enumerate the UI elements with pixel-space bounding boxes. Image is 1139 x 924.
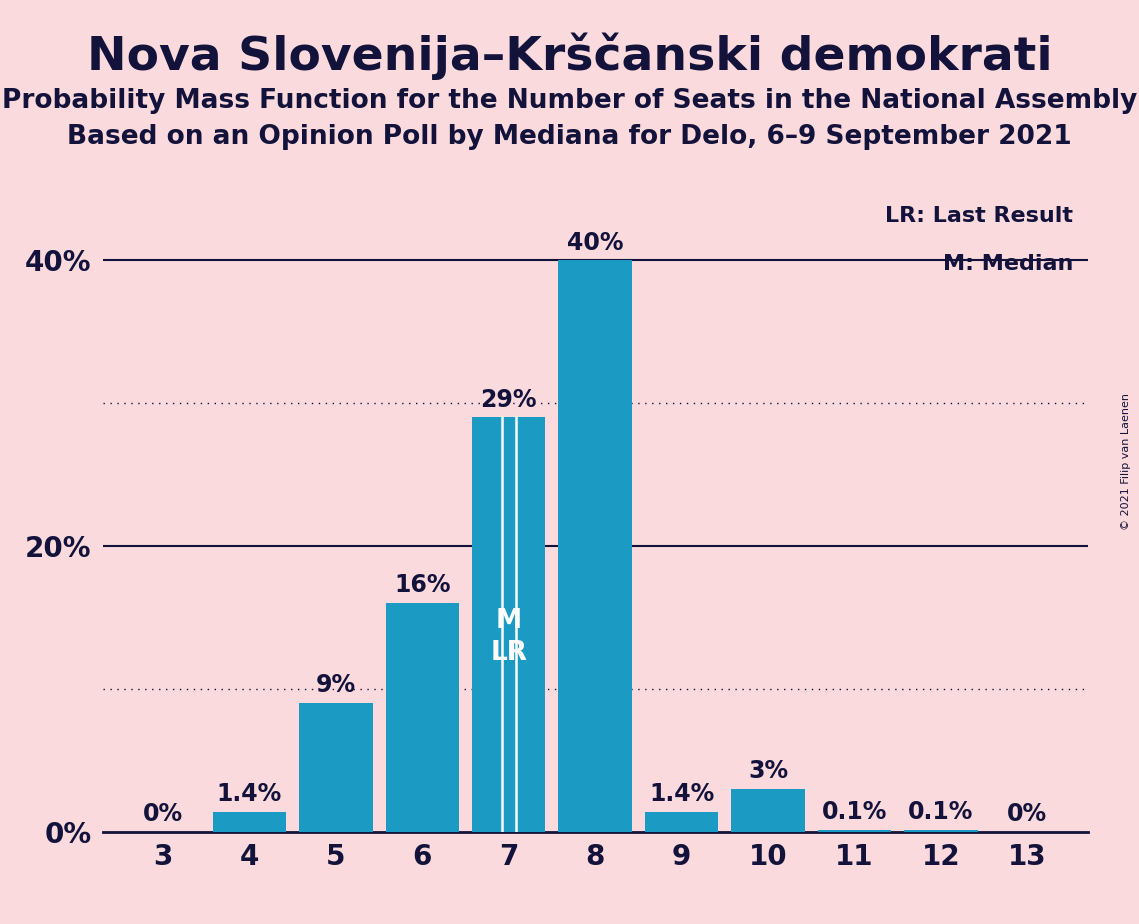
Text: 3%: 3% (748, 759, 788, 783)
Text: 40%: 40% (567, 231, 623, 255)
Text: Based on an Opinion Poll by Mediana for Delo, 6–9 September 2021: Based on an Opinion Poll by Mediana for … (67, 124, 1072, 150)
Text: Nova Slovenija–Krščanski demokrati: Nova Slovenija–Krščanski demokrati (87, 32, 1052, 79)
Text: 1.4%: 1.4% (216, 782, 282, 806)
Bar (818, 830, 891, 832)
Bar (472, 418, 546, 832)
Text: Probability Mass Function for the Number of Seats in the National Assembly: Probability Mass Function for the Number… (2, 88, 1137, 114)
Bar (645, 811, 719, 832)
Text: M
LR: M LR (490, 608, 527, 666)
Text: LR: Last Result: LR: Last Result (885, 206, 1073, 226)
Bar (558, 261, 632, 832)
Text: 0.1%: 0.1% (821, 800, 887, 824)
Bar (904, 830, 977, 832)
Text: M: Median: M: Median (943, 253, 1073, 274)
Bar (385, 603, 459, 832)
Text: 0%: 0% (142, 802, 183, 826)
Text: 16%: 16% (394, 574, 451, 598)
Text: 29%: 29% (481, 388, 536, 412)
Text: 1.4%: 1.4% (649, 782, 714, 806)
Text: 0%: 0% (1007, 802, 1048, 826)
Text: 0.1%: 0.1% (908, 800, 974, 824)
Bar (300, 703, 372, 832)
Text: 9%: 9% (316, 674, 355, 698)
Bar (731, 789, 805, 832)
Bar (213, 811, 286, 832)
Text: © 2021 Filip van Laenen: © 2021 Filip van Laenen (1121, 394, 1131, 530)
